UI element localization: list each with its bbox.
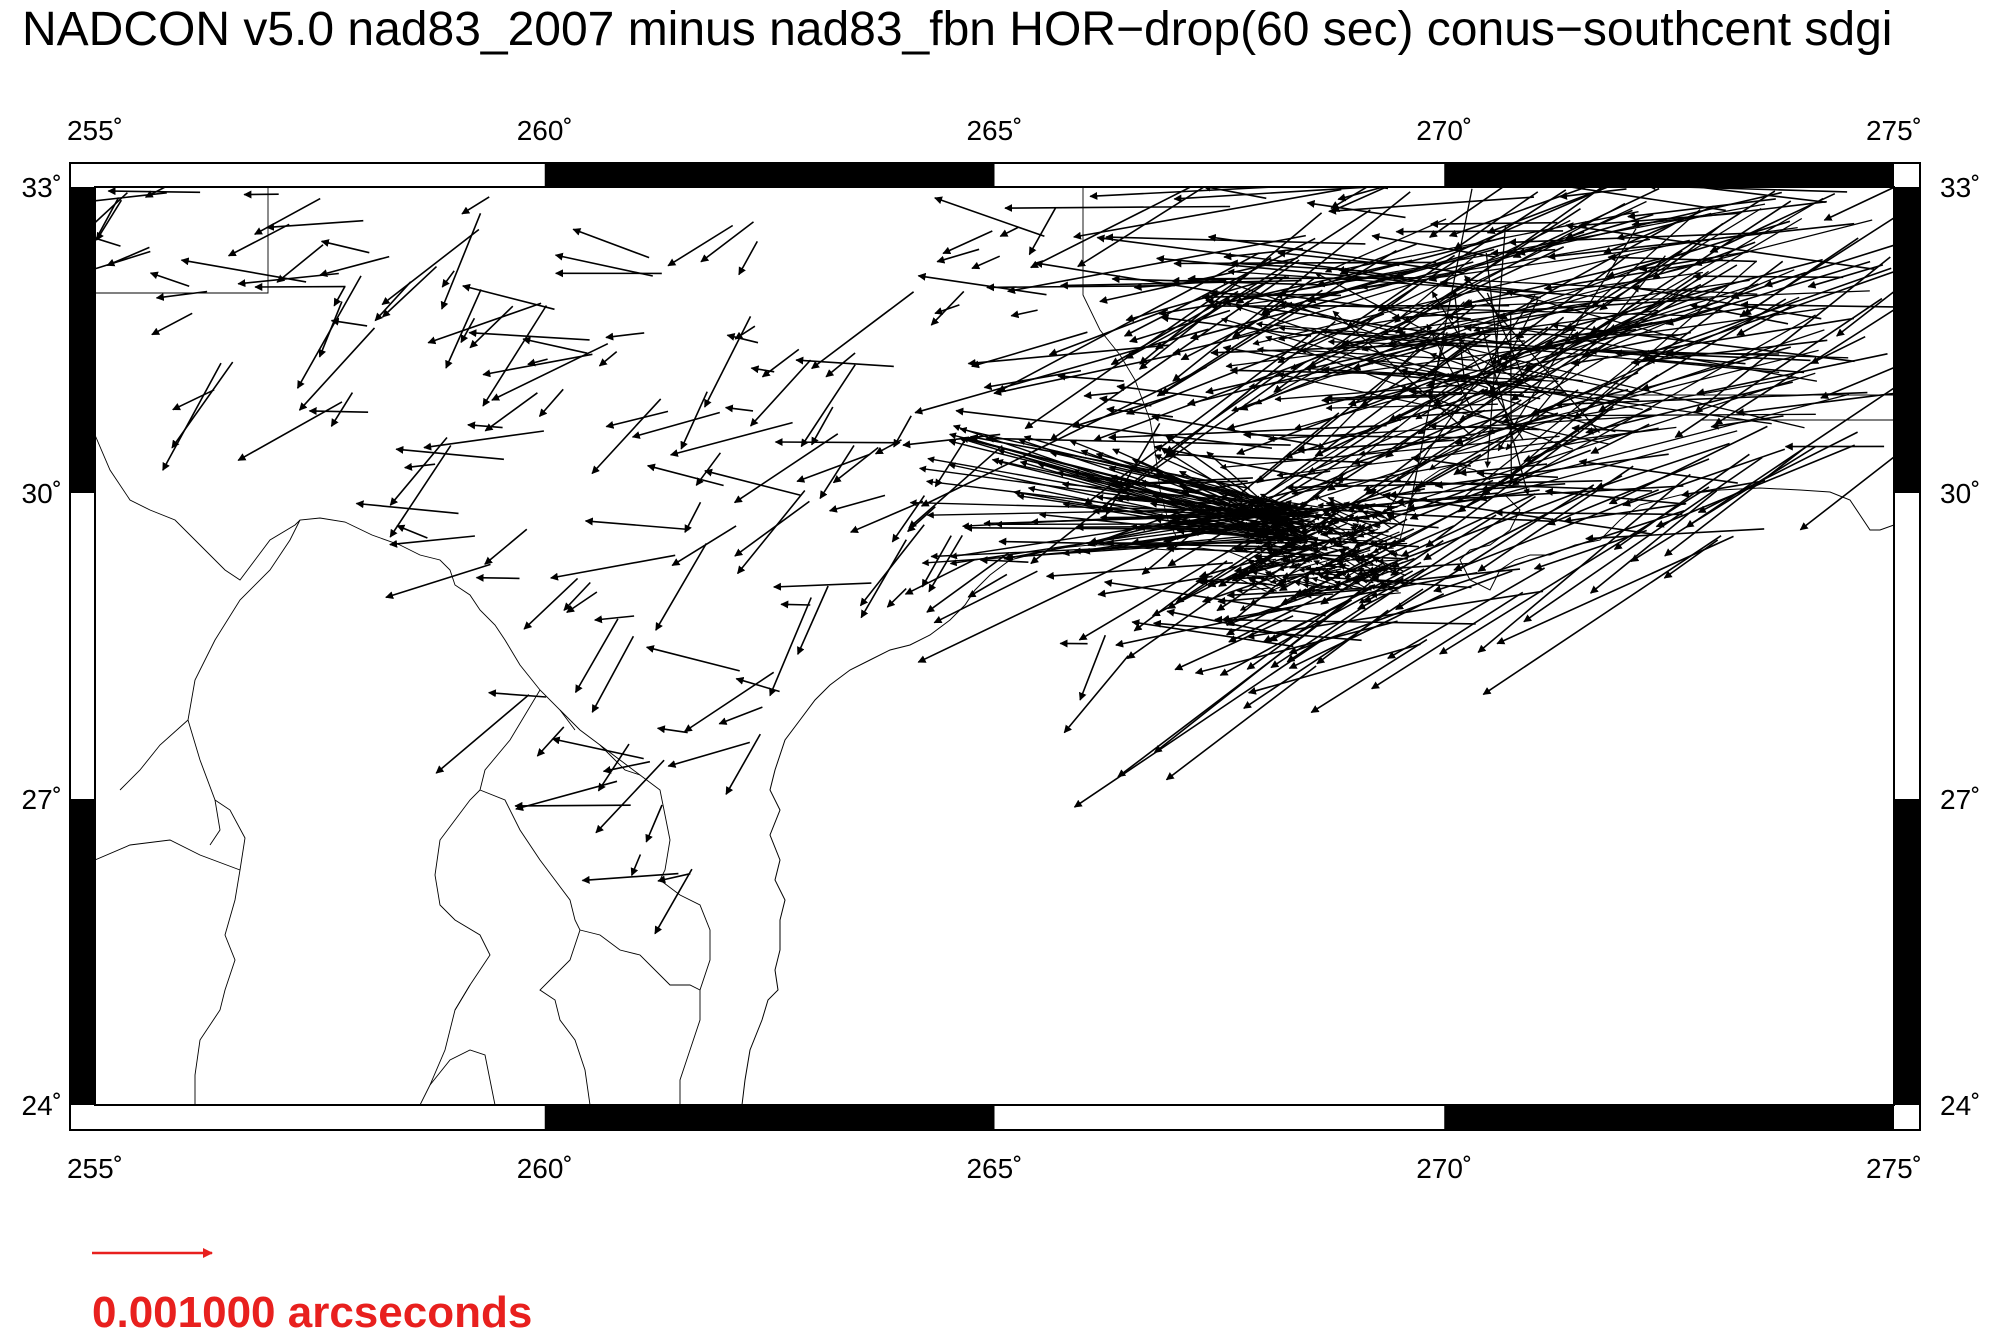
y-tick-label-right: 24˚ [1940,1090,1980,1121]
x-tick-label-bottom: 270˚ [1416,1153,1472,1184]
x-tick-label-top: 270˚ [1416,115,1472,146]
scale-legend-label: 0.001000 arcseconds [92,1288,532,1338]
x-tick-label-top: 260˚ [517,115,573,146]
displacement-vector [477,578,520,579]
x-tick-label-bottom: 255˚ [67,1153,123,1184]
displacement-vector [1601,128,1732,147]
x-tick-label-bottom: 265˚ [966,1153,1022,1184]
frame-bar-top [545,163,995,187]
frame-bar-bottom [1444,1105,1894,1130]
frame-bar-right [1894,799,1920,1105]
displacement-vector [781,604,810,605]
frame-bar-right [1894,187,1920,493]
frame-bar-left [70,187,95,493]
displacement-vector [515,805,631,806]
y-tick-label-right: 27˚ [1940,784,1980,815]
x-tick-label-top: 275˚ [1866,115,1922,146]
displacement-vector [1400,334,1682,335]
y-tick-label-right: 30˚ [1940,478,1980,509]
y-tick-label-left: 30˚ [22,478,62,509]
x-tick-label-top: 255˚ [67,115,123,146]
y-tick-label-left: 33˚ [22,172,62,203]
x-tick-label-bottom: 260˚ [517,1153,573,1184]
frame-bar-left [70,799,95,1105]
y-tick-label-left: 27˚ [22,784,62,815]
displacement-vector [776,442,898,443]
x-tick-label-top: 265˚ [966,115,1022,146]
displacement-vector [1639,134,1759,154]
x-tick-label-bottom: 275˚ [1866,1153,1922,1184]
frame-bar-top [1444,163,1894,187]
displacement-vector [1318,505,1343,506]
frame-bar-bottom [545,1105,995,1130]
y-tick-label-left: 24˚ [22,1090,62,1121]
displacement-vector [1250,578,1268,579]
displacement-vector [1258,143,1371,154]
y-tick-label-right: 33˚ [1940,172,1980,203]
